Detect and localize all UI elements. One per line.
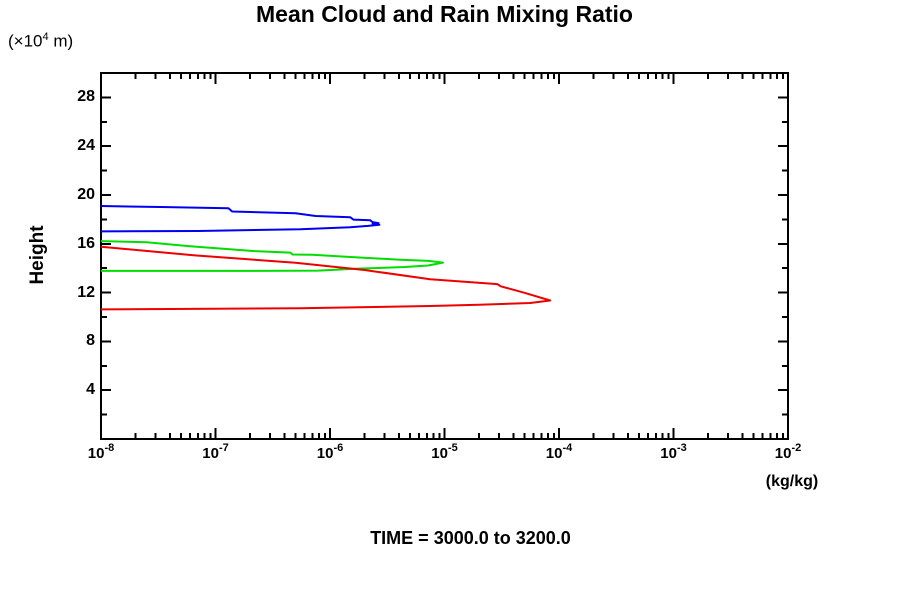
x-axis-unit-label: (kg/kg) bbox=[765, 473, 819, 490]
y-tick-label: 16 bbox=[77, 234, 95, 252]
x-tick-label: 10-7 bbox=[202, 442, 229, 462]
chart-title: Mean Cloud and Rain Mixing Ratio bbox=[256, 1, 633, 27]
x-tick-label: 10-8 bbox=[87, 442, 115, 462]
x-tick-label: 10-5 bbox=[431, 442, 458, 462]
blue-curve bbox=[100, 205, 381, 233]
y-axis-unit-label: (×104 m) bbox=[8, 31, 74, 51]
x-tick-label: 10-2 bbox=[774, 442, 802, 462]
y-tick-label: 4 bbox=[86, 381, 95, 399]
y-tick-label: 28 bbox=[77, 88, 95, 106]
red-curve bbox=[100, 245, 552, 311]
y-tick-label: 8 bbox=[86, 332, 95, 350]
x-tick-label: 10-3 bbox=[660, 442, 687, 462]
time-caption: TIME = 3000.0 to 3200.0 bbox=[370, 528, 571, 548]
x-tick-label: 10-4 bbox=[545, 442, 573, 462]
y-tick-label: 12 bbox=[77, 283, 95, 301]
green-curve bbox=[100, 240, 444, 272]
y-tick-label: 20 bbox=[77, 186, 95, 203]
x-tick-label: 10-6 bbox=[316, 442, 344, 462]
y-tick-label: 24 bbox=[77, 137, 95, 155]
